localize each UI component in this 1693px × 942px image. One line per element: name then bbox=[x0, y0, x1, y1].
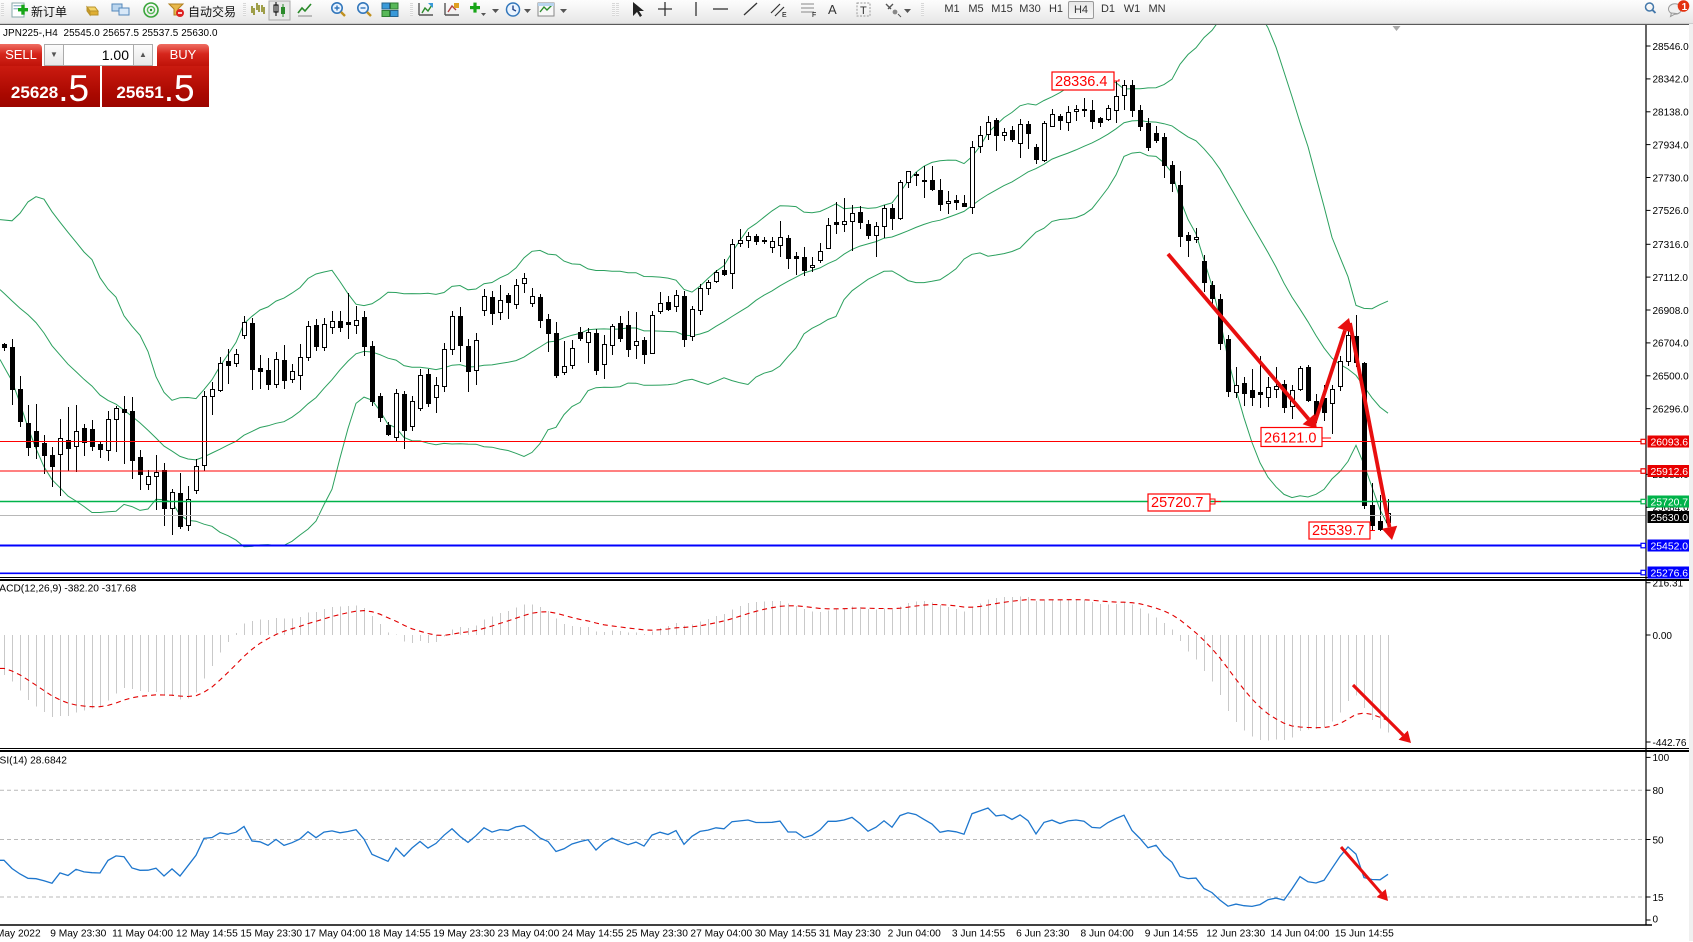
svg-text:27112.0: 27112.0 bbox=[1653, 273, 1689, 284]
svg-text:8 Jun 04:00: 8 Jun 04:00 bbox=[1080, 929, 1134, 940]
svg-text:2 Jun 04:00: 2 Jun 04:00 bbox=[888, 929, 942, 940]
svg-text:MACD(12,26,9) -382.20 -317.68: MACD(12,26,9) -382.20 -317.68 bbox=[0, 584, 137, 595]
svg-text:9 Jun 14:55: 9 Jun 14:55 bbox=[1145, 929, 1199, 940]
svg-text:25539.7: 25539.7 bbox=[1312, 523, 1364, 539]
svg-text:25684.0: 25684.0 bbox=[1653, 503, 1690, 514]
svg-text:14 Jun 04:00: 14 Jun 04:00 bbox=[1271, 929, 1330, 940]
svg-text:100: 100 bbox=[1653, 753, 1670, 764]
svg-text:25452.0: 25452.0 bbox=[1651, 541, 1689, 552]
svg-text:9 May 23:30: 9 May 23:30 bbox=[50, 929, 106, 940]
svg-text:30 May 14:55: 30 May 14:55 bbox=[755, 929, 817, 940]
svg-text:25 May 23:30: 25 May 23:30 bbox=[626, 929, 688, 940]
svg-text:31 May 23:30: 31 May 23:30 bbox=[819, 929, 881, 940]
svg-text:25276.6: 25276.6 bbox=[1651, 568, 1689, 579]
svg-text:26121.0: 26121.0 bbox=[1264, 431, 1316, 447]
svg-text:11 May 04:00: 11 May 04:00 bbox=[112, 929, 173, 940]
svg-text:27730.0: 27730.0 bbox=[1653, 173, 1690, 184]
svg-text:T: T bbox=[860, 5, 867, 17]
svg-text:26704.0: 26704.0 bbox=[1653, 339, 1690, 350]
svg-text:23 May 04:00: 23 May 04:00 bbox=[498, 929, 560, 940]
svg-text:28342.0: 28342.0 bbox=[1653, 75, 1690, 86]
svg-text:25630.0: 25630.0 bbox=[1651, 513, 1689, 524]
svg-text:28546.0: 28546.0 bbox=[1653, 42, 1690, 53]
svg-text:6 May 2022: 6 May 2022 bbox=[0, 929, 41, 940]
svg-text:50: 50 bbox=[1653, 835, 1665, 846]
svg-text:26500.0: 26500.0 bbox=[1653, 372, 1690, 383]
svg-text:25912.6: 25912.6 bbox=[1651, 467, 1689, 478]
svg-text:12 May 14:55: 12 May 14:55 bbox=[176, 929, 238, 940]
svg-text:0.00: 0.00 bbox=[1653, 631, 1673, 642]
svg-text:0: 0 bbox=[1653, 915, 1659, 926]
svg-text:15: 15 bbox=[1653, 893, 1665, 904]
svg-text:12 Jun 23:30: 12 Jun 23:30 bbox=[1206, 929, 1265, 940]
svg-text:25720.7: 25720.7 bbox=[1651, 497, 1689, 508]
svg-text:27316.0: 27316.0 bbox=[1653, 240, 1690, 251]
svg-text:3 Jun 14:55: 3 Jun 14:55 bbox=[952, 929, 1006, 940]
svg-text:216.31: 216.31 bbox=[1653, 579, 1684, 590]
svg-text:E: E bbox=[782, 12, 787, 19]
svg-text:RSI(14) 28.6842: RSI(14) 28.6842 bbox=[0, 756, 67, 767]
svg-text:28336.4: 28336.4 bbox=[1055, 74, 1107, 90]
svg-text:1: 1 bbox=[1682, 2, 1688, 13]
svg-text:19 May 23:30: 19 May 23:30 bbox=[433, 929, 495, 940]
svg-text:24 May 14:55: 24 May 14:55 bbox=[562, 929, 624, 940]
svg-text:6 Jun 23:30: 6 Jun 23:30 bbox=[1016, 929, 1070, 940]
svg-text:25720.7: 25720.7 bbox=[1151, 495, 1203, 511]
svg-text:26093.6: 26093.6 bbox=[1651, 437, 1689, 448]
svg-text:27 May 04:00: 27 May 04:00 bbox=[690, 929, 752, 940]
svg-text:15 May 23:30: 15 May 23:30 bbox=[240, 929, 302, 940]
svg-text:26908.0: 26908.0 bbox=[1653, 306, 1690, 317]
svg-text:15 Jun 14:55: 15 Jun 14:55 bbox=[1335, 929, 1394, 940]
svg-text:-442.76: -442.76 bbox=[1653, 738, 1687, 749]
svg-text:80: 80 bbox=[1653, 786, 1665, 797]
svg-text:26296.0: 26296.0 bbox=[1653, 405, 1690, 416]
svg-text:27526.0: 27526.0 bbox=[1653, 206, 1690, 217]
svg-text:F: F bbox=[812, 12, 816, 19]
svg-text:18 May 14:55: 18 May 14:55 bbox=[369, 929, 431, 940]
svg-text:28138.0: 28138.0 bbox=[1653, 108, 1690, 119]
svg-text:17 May 04:00: 17 May 04:00 bbox=[305, 929, 367, 940]
svg-text:A: A bbox=[828, 2, 837, 17]
svg-text:27934.0: 27934.0 bbox=[1653, 140, 1690, 151]
